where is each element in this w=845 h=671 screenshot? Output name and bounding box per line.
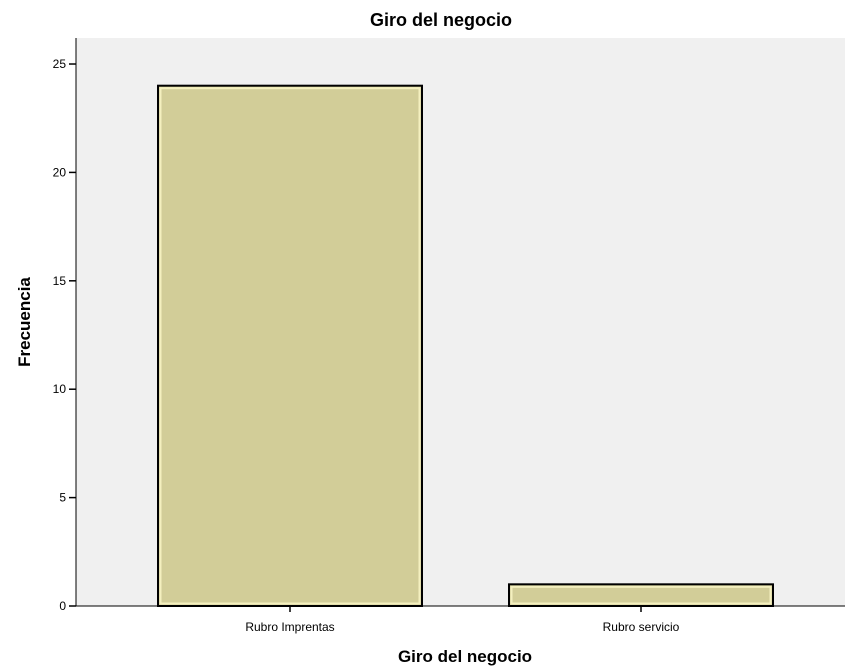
y-axis-label: Frecuencia xyxy=(15,277,34,367)
x-axis-ticks: Rubro Imprentas Rubro servicio xyxy=(245,606,680,634)
x-axis-label: Giro del negocio xyxy=(398,647,532,666)
bars-group xyxy=(157,84,774,608)
x-tick-label: Rubro Imprentas xyxy=(245,620,334,634)
y-tick-label: 20 xyxy=(53,165,67,179)
y-axis-ticks: 0 5 10 15 20 25 xyxy=(53,57,76,613)
bar-highlight xyxy=(510,585,772,605)
y-tick-label: 0 xyxy=(59,599,66,613)
bar-highlight xyxy=(159,87,421,605)
bar xyxy=(157,84,423,608)
x-tick-label: Rubro servicio xyxy=(603,620,680,634)
y-tick-label: 10 xyxy=(53,382,67,396)
y-tick-label: 15 xyxy=(53,274,67,288)
y-tick-label: 5 xyxy=(59,491,66,505)
y-tick-label: 25 xyxy=(53,57,67,71)
chart-title: Giro del negocio xyxy=(370,10,512,30)
